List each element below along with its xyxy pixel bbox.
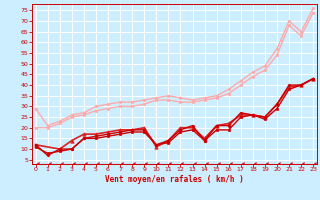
X-axis label: Vent moyen/en rafales ( km/h ): Vent moyen/en rafales ( km/h )	[105, 175, 244, 184]
